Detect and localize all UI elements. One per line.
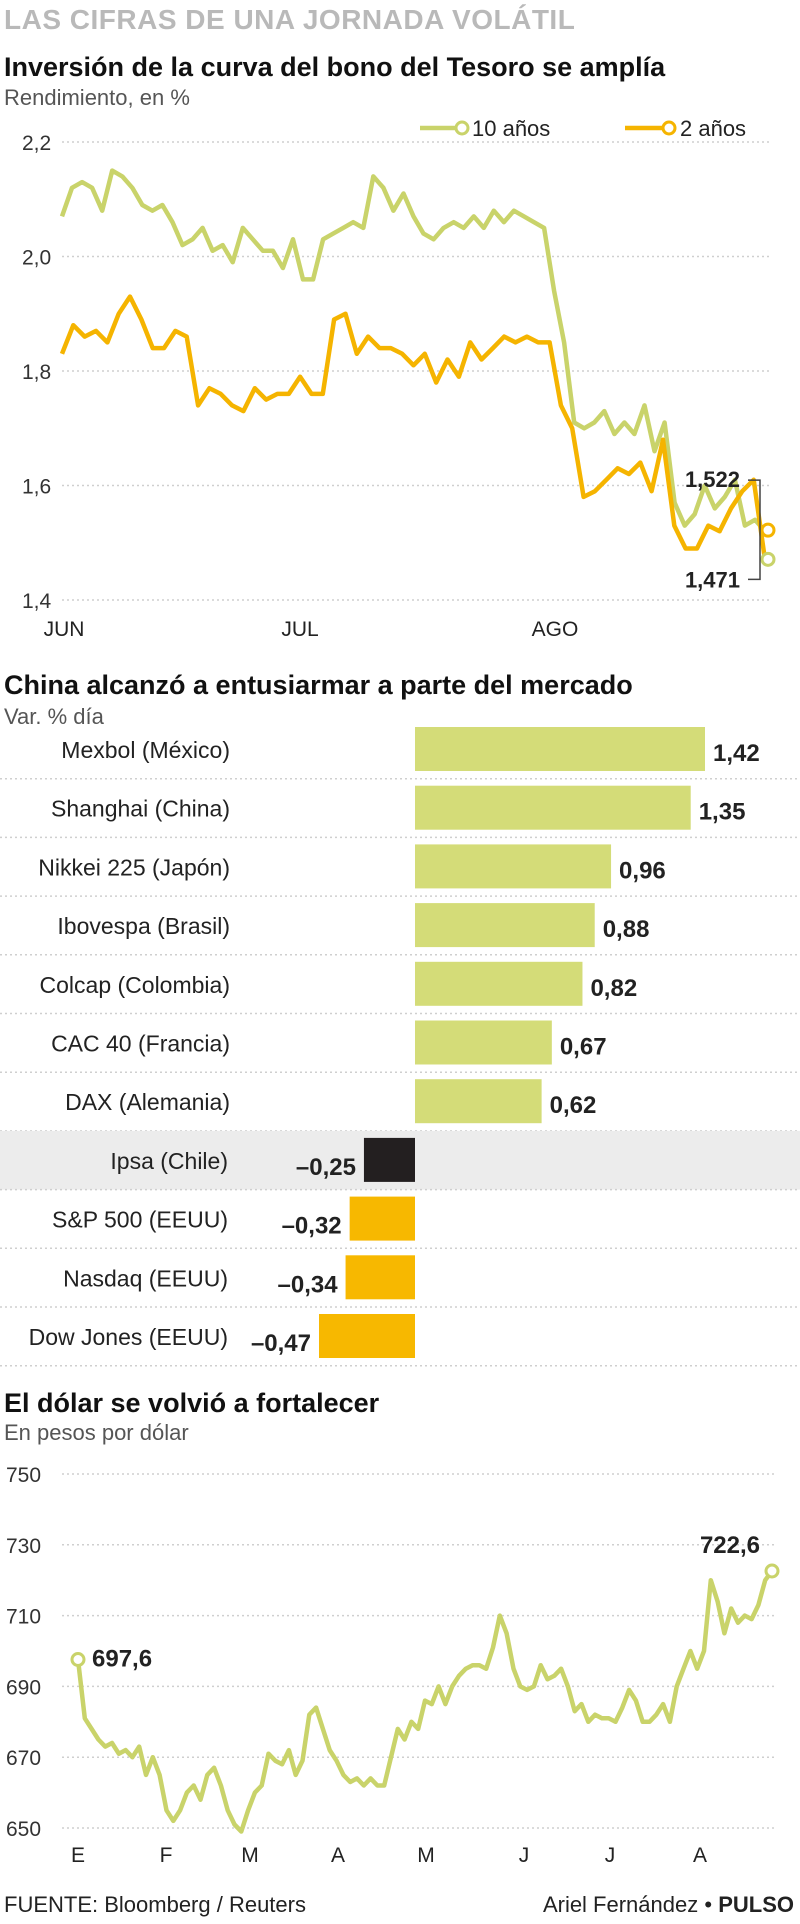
bar-value-label: 0,96 (619, 857, 666, 884)
two-year-end-marker (760, 551, 776, 567)
yield-x-tick: AGO (532, 618, 579, 641)
dollar-x-tick: J (605, 1844, 616, 1867)
credit: Ariel Fernández • PULSO (543, 1892, 794, 1918)
bar-category-label: DAX (Alemania) (65, 1089, 230, 1115)
page-title: LAS CIFRAS DE UNA JORNADA VOLÁTIL (4, 4, 576, 35)
dollar-end-marker (764, 1563, 780, 1579)
yield-chart: 2,2 2,0 1,8 1,6 1,4 JUN JUL AGO 1,522 1,471 10 año… (22, 116, 776, 641)
bar-value-label: –0,32 (282, 1213, 342, 1240)
yield-y-tick: 2,2 (22, 132, 51, 155)
ten-year-end-marker (760, 522, 776, 538)
dollar-y-tick: 750 (6, 1464, 41, 1487)
bar (363, 1137, 415, 1182)
two-year-line (59, 294, 768, 561)
bar-category-label: Ipsa (Chile) (110, 1148, 228, 1174)
bar (345, 1255, 415, 1300)
yield-chart-title: Inversión de la curva del bono del Tesor… (4, 52, 666, 82)
source-note: FUENTE: Bloomberg / Reuters (4, 1892, 306, 1917)
two-year-end-label: 1,471 (685, 567, 740, 592)
dollar-x-tick: M (417, 1844, 435, 1867)
bar-category-label: CAC 40 (Francia) (51, 1031, 230, 1057)
bar (319, 1314, 415, 1358)
yield-y-tick: 2,0 (22, 247, 51, 270)
bar-value-label: –0,34 (278, 1271, 339, 1298)
dollar-x-tick: E (71, 1844, 85, 1867)
yield-y-tick: 1,4 (22, 590, 52, 613)
dollar-chart: 750 730 710 690 670 650 E F M A M J J A 697,6 722,6 (6, 1464, 780, 1867)
dollar-x-tick: A (331, 1844, 345, 1867)
bar-category-label: Nasdaq (EEUU) (63, 1265, 228, 1291)
dollar-y-tick: 670 (6, 1747, 41, 1770)
bar (415, 961, 583, 1006)
dollar-y-tick: 650 (6, 1818, 41, 1841)
bar (349, 1196, 415, 1241)
dollar-y-tick: 690 (6, 1676, 41, 1699)
dollar-chart-ylabel: En pesos por dólar (4, 1420, 189, 1445)
bar-value-label: –0,47 (251, 1330, 311, 1357)
dollar-y-tick: 730 (6, 1535, 41, 1558)
bar-category-label: S&P 500 (EEUU) (52, 1207, 228, 1233)
dollar-chart-title: El dólar se volvió a fortalecer (4, 1388, 380, 1418)
end-bracket (748, 479, 761, 581)
bar-value-label: 0,62 (550, 1092, 597, 1119)
bar-value-label: 0,82 (590, 975, 637, 1002)
markets-chart-ylabel: Var. % día (4, 704, 104, 729)
legend-2y-label: 2 años (680, 116, 746, 141)
yield-x-tick: JUN (44, 618, 85, 641)
bar-value-label: –0,25 (296, 1154, 356, 1181)
dollar-x-tick: F (160, 1844, 173, 1867)
bar (415, 1079, 542, 1124)
dollar-x-tick: J (519, 1844, 530, 1867)
bar (415, 1020, 552, 1065)
bar-category-label: Colcap (Colombia) (40, 972, 230, 998)
markets-bar-chart: Mexbol (México) 1,42 Shanghai (China) 1,35 N… (0, 727, 800, 1367)
bar-value-label: 1,35 (699, 799, 746, 826)
ten-year-line (59, 168, 767, 533)
legend-10y-label: 10 años (472, 116, 550, 141)
dollar-start-marker (70, 1651, 86, 1667)
dollar-x-tick: M (241, 1844, 259, 1867)
bar-category-label: Nikkei 225 (Japón) (38, 854, 230, 880)
bar-category-label: Ibovespa (Brasil) (57, 913, 230, 939)
bar (415, 785, 691, 830)
yield-chart-ylabel: Rendimiento, en % (4, 85, 190, 110)
dollar-line (75, 1569, 774, 1834)
bar-category-label: Shanghai (China) (51, 796, 230, 822)
outlet-name: PULSO (718, 1892, 794, 1917)
ten-year-end-label: 1,522 (685, 467, 740, 492)
dollar-start-label: 697,6 (92, 1645, 152, 1672)
credit-separator: • (704, 1892, 713, 1917)
yield-y-tick: 1,6 (22, 476, 51, 499)
bar (415, 727, 705, 771)
bar (415, 903, 595, 948)
bar-value-label: 0,67 (560, 1034, 607, 1061)
legend-10y-marker (454, 120, 470, 136)
bar (415, 844, 612, 889)
dollar-x-tick: A (693, 1844, 707, 1867)
yield-x-tick: JUL (281, 618, 318, 641)
yield-y-tick: 1,8 (22, 361, 51, 384)
bar-value-label: 0,88 (603, 916, 650, 943)
dollar-y-tick: 710 (6, 1606, 41, 1629)
author-name: Ariel Fernández (542, 1892, 699, 1917)
bar-value-label: 1,42 (713, 740, 760, 767)
bar-category-label: Mexbol (México) (61, 737, 230, 763)
dollar-end-label: 722,6 (700, 1532, 760, 1559)
markets-chart-title: China alcanzó a entusiarmar a parte del … (4, 670, 633, 700)
legend-2y-marker (661, 120, 677, 136)
bar-category-label: Dow Jones (EEUU) (29, 1324, 228, 1350)
